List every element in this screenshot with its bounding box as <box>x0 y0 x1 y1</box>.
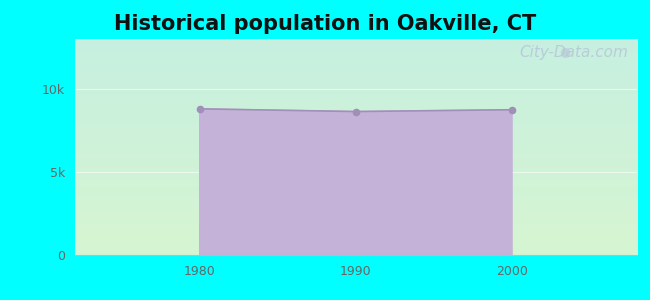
Text: ●: ● <box>560 46 570 59</box>
Polygon shape <box>200 109 512 255</box>
Text: City-Data.com: City-Data.com <box>520 46 629 61</box>
Text: Historical population in Oakville, CT: Historical population in Oakville, CT <box>114 14 536 34</box>
